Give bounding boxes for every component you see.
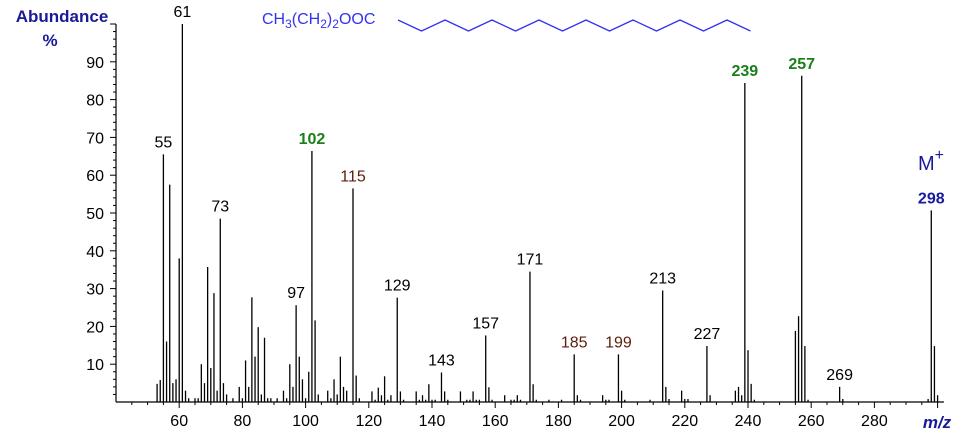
y-tick-label: 70: [86, 130, 104, 147]
x-tick-label: 260: [798, 413, 825, 430]
structure-formula: CH3(CH2)2OOC: [262, 11, 375, 31]
peak-label-61: 61: [173, 4, 191, 21]
peak-label-129: 129: [384, 278, 411, 295]
peak-label-257: 257: [788, 56, 815, 73]
peak-label-73: 73: [211, 199, 229, 216]
peak-label-157: 157: [472, 315, 499, 332]
structure-alkyl-chain: [397, 19, 751, 32]
formula-text: (CH: [292, 11, 320, 28]
axes: 60 80 100 120 140 160 180 200 220 240 260 280 10 20 30…: [86, 23, 944, 430]
x-tick-label: 80: [234, 413, 252, 430]
peak-label-97: 97: [287, 285, 305, 302]
formula-text: ): [327, 11, 332, 28]
peak-label-199: 199: [605, 334, 632, 351]
y-tick-label: 20: [86, 319, 104, 336]
formula-text: OOC: [339, 11, 375, 28]
y-axis-title: Abundance: [16, 7, 109, 26]
x-tick-label: 160: [482, 413, 509, 430]
peak-label-269: 269: [826, 367, 853, 384]
peak-label-171: 171: [517, 252, 544, 269]
x-tick-label: 280: [861, 413, 888, 430]
x-tick-label: 200: [608, 413, 635, 430]
peak-label-213: 213: [649, 270, 676, 287]
formula-subscript: 2: [332, 17, 339, 31]
molecular-ion-plus: +: [935, 147, 944, 164]
y-tick-label: 30: [86, 282, 104, 299]
y-tick-label: 50: [86, 206, 104, 223]
peak-label-55: 55: [155, 134, 173, 151]
peak-label-185: 185: [561, 334, 588, 351]
y-tick-label: 80: [86, 93, 104, 110]
x-tick-label: 100: [292, 413, 319, 430]
y-tick-label: 90: [86, 55, 104, 72]
peak-label-102: 102: [299, 131, 326, 148]
x-tick-label: 120: [355, 413, 382, 430]
y-tick-label: 40: [86, 244, 104, 261]
peaks: [156, 24, 939, 402]
x-tick-label: 220: [671, 413, 698, 430]
peak-label-239: 239: [731, 63, 758, 80]
x-tick-label: 180: [545, 413, 572, 430]
y-tick-label: 10: [86, 357, 104, 374]
x-tick-label: 140: [419, 413, 446, 430]
y-axis-unit: %: [42, 31, 57, 50]
peak-label-143: 143: [428, 353, 455, 370]
x-axis-title: m/z: [923, 413, 952, 432]
molecular-ion-M: M: [918, 153, 935, 175]
formula-text: CH: [262, 11, 285, 28]
x-tick-label: 60: [170, 413, 188, 430]
x-tick-label: 240: [735, 413, 762, 430]
molecular-ion-label: M+: [918, 147, 944, 175]
peak-label-227: 227: [694, 326, 721, 343]
peak-label-298: 298: [918, 190, 945, 207]
formula-subscript: 2: [320, 17, 327, 31]
peak-label-115: 115: [340, 168, 366, 185]
formula-subscript: 3: [285, 17, 292, 31]
y-tick-label: 60: [86, 168, 104, 185]
